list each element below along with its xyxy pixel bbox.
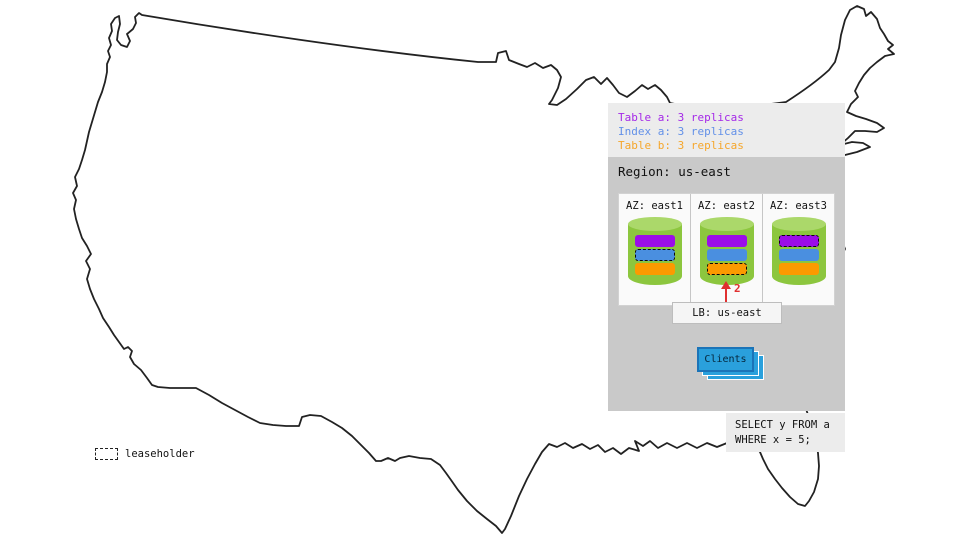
us-border-path xyxy=(72,5,895,534)
leaseholder-swatch-icon xyxy=(95,448,118,460)
db-node-cylinder xyxy=(771,217,826,285)
replica-bar-index-a xyxy=(634,249,675,261)
region-box: Region: us-east AZ: east1 AZ: east2 xyxy=(608,157,845,411)
replica-bar-table-a xyxy=(778,235,819,247)
legend-table-a: Table a: 3 replicas xyxy=(618,111,744,124)
replica-bar-table-a xyxy=(634,235,675,247)
region-title: Region: us-east xyxy=(618,164,731,179)
az-container: AZ: east1 AZ: east2 xyxy=(618,193,835,306)
sql-line-2: WHERE x = 5; xyxy=(735,434,811,446)
clients-box: Clients xyxy=(697,347,754,372)
replica-legend: Table a: 3 replicas Index a: 3 replicas … xyxy=(608,103,845,157)
arrow-step-label: 2 xyxy=(734,282,741,295)
az-cell-east3: AZ: east3 xyxy=(762,194,834,305)
replica-bar-table-b xyxy=(634,263,675,275)
replica-bar-table-b xyxy=(778,263,819,275)
az-cell-east2: AZ: east2 xyxy=(690,194,762,305)
sql-query-box: SELECT y FROM a WHERE x = 5; xyxy=(726,413,845,452)
legend-index-a: Index a: 3 replicas xyxy=(618,125,744,138)
az-label: AZ: east3 xyxy=(770,200,827,212)
replica-bar-table-a xyxy=(706,235,747,247)
up-arrow-icon xyxy=(721,281,731,303)
az-cell-east1: AZ: east1 xyxy=(619,194,690,305)
az-label: AZ: east1 xyxy=(626,200,683,212)
leaseholder-legend: leaseholder xyxy=(95,448,195,460)
load-balancer-box: LB: us-east xyxy=(672,302,782,324)
clients-stack: Clients xyxy=(697,347,764,380)
replica-bar-index-a xyxy=(706,249,747,261)
legend-table-b: Table b: 3 replicas xyxy=(618,139,744,152)
cylinder-top xyxy=(699,217,754,231)
replica-bar-table-b xyxy=(706,263,747,275)
az-label: AZ: east2 xyxy=(698,200,755,212)
up-arrow-head-icon xyxy=(721,281,731,289)
sql-line-1: SELECT y FROM a xyxy=(735,419,830,431)
db-node-cylinder xyxy=(699,217,754,285)
db-node-cylinder xyxy=(627,217,682,285)
replica-bar-index-a xyxy=(778,249,819,261)
cylinder-top xyxy=(627,217,682,231)
region-panel: Table a: 3 replicas Index a: 3 replicas … xyxy=(608,103,845,411)
leaseholder-label: leaseholder xyxy=(125,448,195,460)
cylinder-top xyxy=(771,217,826,231)
